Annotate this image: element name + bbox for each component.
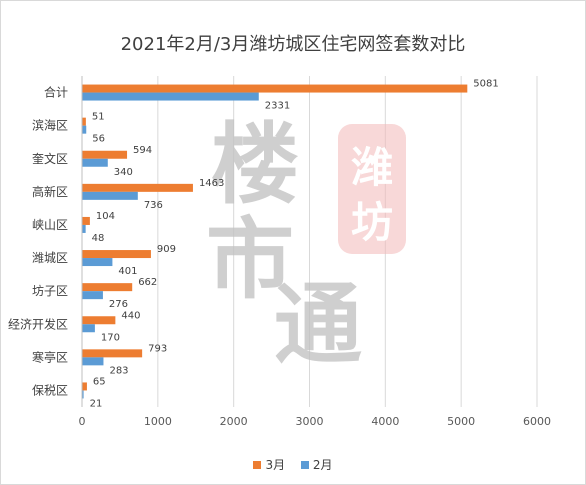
data-label-march: 440 — [121, 310, 140, 321]
watermark-char: 通 — [274, 272, 362, 376]
data-label-february: 56 — [92, 134, 105, 145]
bar-february — [82, 191, 138, 200]
x-tick-label: 0 — [79, 415, 86, 428]
chart-title: 2021年2月/3月潍坊城区住宅网签套数对比 — [120, 34, 466, 55]
watermark: 楼市通 潍坊 — [206, 112, 406, 376]
legend: 3月 2月 — [0, 456, 586, 473]
watermark-char: 市 — [206, 207, 294, 311]
bar-march — [82, 382, 87, 391]
bar-march — [82, 349, 143, 358]
x-tick-label: 3000 — [296, 415, 324, 428]
legend-swatch-march — [253, 460, 262, 469]
legend-item-february: 2月 — [300, 456, 333, 473]
bar-february — [82, 258, 113, 267]
watermark-stamp — [338, 124, 406, 254]
legend-item-march: 3月 — [253, 456, 285, 473]
bar-march — [82, 117, 86, 126]
data-label-february: 276 — [109, 299, 128, 310]
bars — [82, 84, 468, 399]
bar-march — [82, 316, 116, 325]
category-label: 保税区 — [32, 383, 68, 397]
bar-february — [82, 92, 259, 101]
data-label-march: 1463 — [199, 178, 224, 189]
category-label: 奎文区 — [32, 151, 68, 166]
legend-label-march: 3月 — [265, 458, 286, 472]
category-label: 寒亭区 — [32, 349, 68, 364]
category-label: 潍城区 — [32, 251, 68, 265]
data-label-march: 104 — [96, 211, 115, 222]
x-tick-label: 6000 — [523, 415, 551, 428]
data-label-february: 340 — [114, 167, 133, 178]
legend-swatch-february — [300, 460, 309, 469]
category-label: 经济开发区 — [8, 316, 68, 331]
data-label-march: 662 — [138, 277, 157, 288]
data-label-march: 594 — [133, 145, 152, 156]
x-tick-label: 5000 — [447, 415, 475, 428]
data-label-march: 793 — [148, 343, 167, 354]
bar-february — [82, 158, 108, 167]
data-label-february: 736 — [144, 200, 163, 211]
category-label: 峡山区 — [32, 218, 68, 232]
category-label: 高新区 — [32, 184, 68, 199]
bar-march — [82, 84, 468, 93]
x-tick-label: 2000 — [220, 415, 248, 428]
data-label-february: 21 — [90, 398, 103, 409]
bar-march — [82, 283, 133, 292]
bar-march — [82, 150, 128, 159]
data-label-march: 65 — [93, 376, 106, 387]
category-label: 合计 — [44, 85, 68, 100]
bar-february — [82, 357, 104, 366]
data-label-february: 170 — [101, 332, 120, 343]
data-label-february: 283 — [109, 365, 128, 376]
watermark-stamp-char: 潍 — [351, 143, 393, 192]
watermark-char: 楼 — [211, 112, 299, 216]
watermark-stamp-char: 坊 — [351, 198, 393, 247]
bar-february — [82, 390, 84, 399]
bar-february — [82, 291, 103, 300]
data-label-february: 48 — [92, 233, 105, 244]
category-label: 滨海区 — [32, 118, 68, 133]
legend-label-february: 2月 — [312, 458, 333, 472]
bar-march — [82, 183, 193, 192]
x-tick-label: 1000 — [144, 415, 172, 428]
data-label-february: 2331 — [265, 101, 290, 112]
bar-march — [82, 250, 151, 259]
data-label-march: 909 — [157, 244, 176, 255]
bar-february — [82, 125, 87, 134]
axes: 0 1000 2000 3000 4000 5000 6000合计滨海区奎文区高新区峡山区潍… — [8, 76, 551, 428]
data-label-march: 5081 — [473, 79, 498, 90]
data-label-february: 401 — [118, 266, 137, 277]
x-tick-label: 4000 — [371, 415, 399, 428]
bar-february — [82, 224, 86, 233]
data-label-march: 51 — [92, 112, 105, 123]
category-label: 坊子区 — [32, 283, 68, 298]
bar-february — [82, 324, 95, 333]
bar-march — [82, 216, 90, 225]
